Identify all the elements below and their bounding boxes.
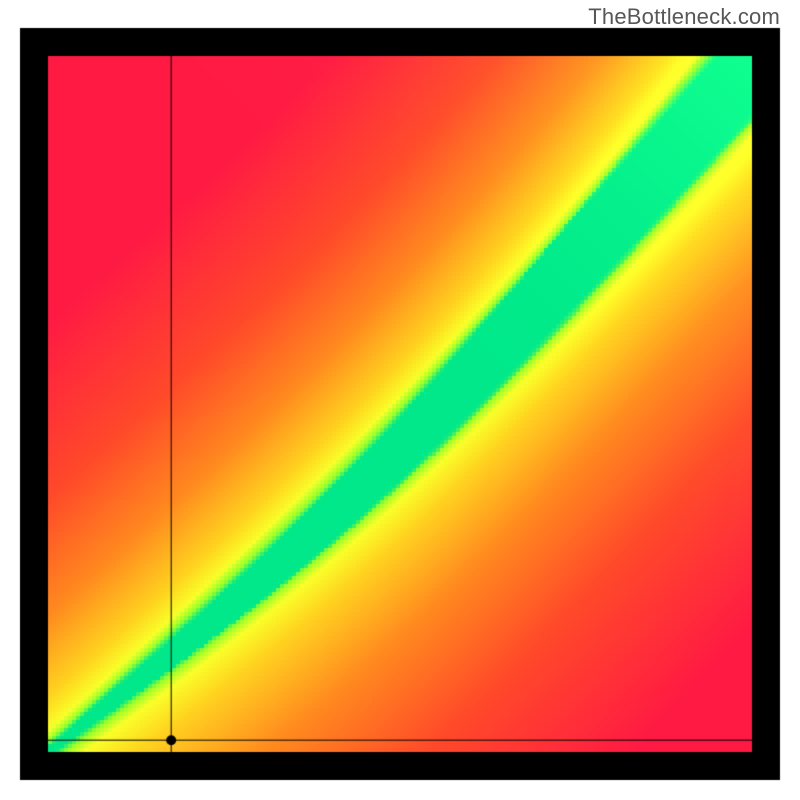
- watermark-text: TheBottleneck.com: [588, 4, 780, 30]
- heatmap-canvas: [0, 0, 800, 800]
- chart-container: TheBottleneck.com: [0, 0, 800, 800]
